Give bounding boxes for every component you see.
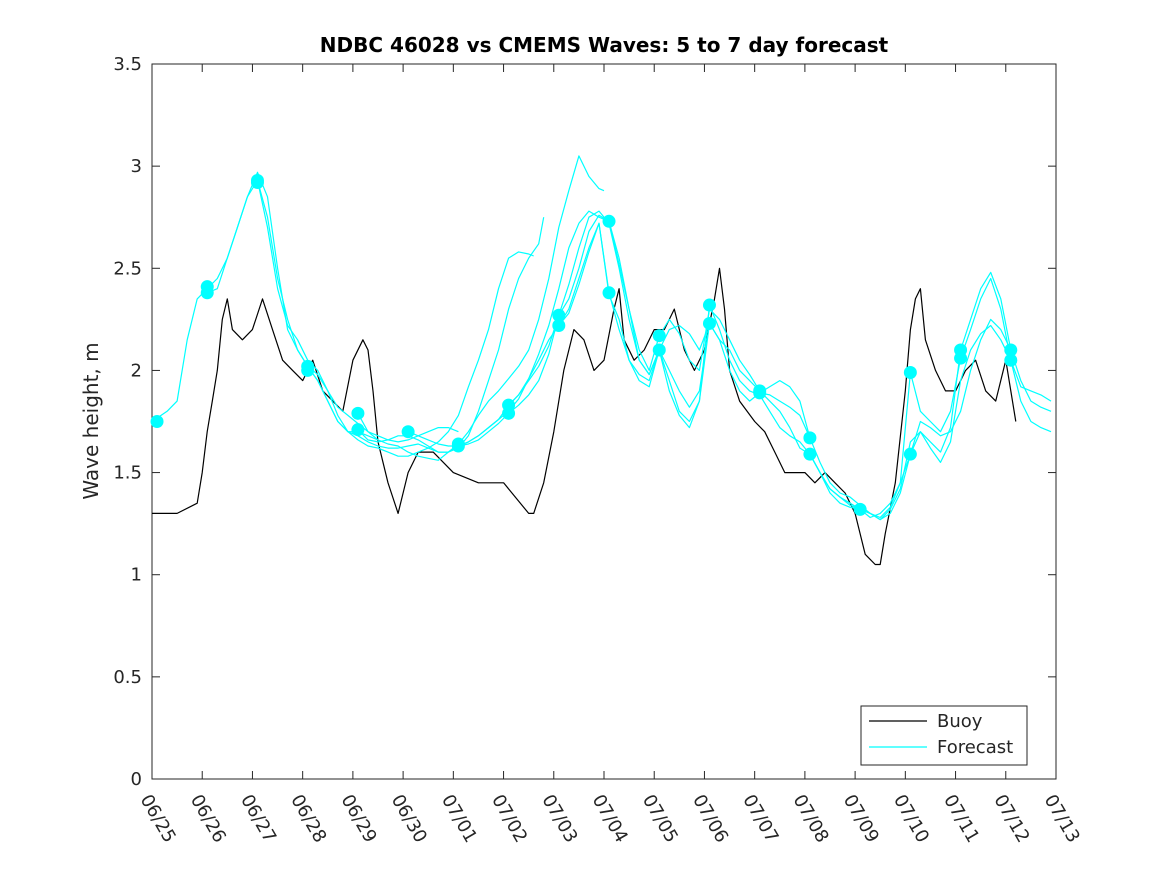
y-tick-label: 3.5 (113, 54, 142, 75)
x-tick-label: 07/12 (989, 791, 1033, 846)
x-tick-label: 07/07 (738, 791, 782, 846)
legend-forecast-label: Forecast (937, 737, 1013, 758)
forecast-marker (903, 447, 917, 461)
x-tick-label: 07/01 (437, 791, 481, 846)
x-tick-label: 07/05 (638, 791, 682, 846)
x-tick-label: 07/10 (889, 791, 933, 846)
x-tick-label: 06/28 (286, 791, 330, 846)
x-tick-label: 07/03 (537, 791, 581, 846)
y-tick-label: 2.5 (113, 258, 142, 279)
forecast-marker (954, 351, 968, 365)
forecast-marker (702, 298, 716, 312)
x-tick-label: 06/25 (136, 791, 180, 846)
legend-buoy-label: Buoy (937, 711, 983, 732)
forecast-marker (652, 343, 666, 357)
forecast-marker (552, 308, 566, 322)
forecast-marker (602, 286, 616, 300)
forecast-marker (351, 406, 365, 420)
forecast-marker (602, 214, 616, 228)
x-tick-label: 07/09 (839, 791, 883, 846)
forecast-marker (803, 431, 817, 445)
forecast-marker (903, 365, 917, 379)
x-tick-label: 06/27 (236, 791, 280, 846)
forecast-marker (853, 502, 867, 516)
x-tick-label: 07/02 (487, 791, 531, 846)
forecast-marker (451, 439, 465, 453)
x-tick-label: 06/26 (186, 791, 230, 846)
x-tick-label: 07/06 (688, 791, 732, 846)
y-tick-label: 1.5 (113, 463, 142, 484)
forecast-marker (150, 415, 164, 428)
forecast-marker (1004, 343, 1018, 357)
forecast-marker (652, 329, 666, 343)
chart-title: NDBC 46028 vs CMEMS Waves: 5 to 7 day fo… (320, 33, 889, 57)
forecast-marker (803, 447, 817, 461)
y-tick-label: 0 (131, 769, 142, 790)
forecast-marker (351, 423, 365, 437)
y-tick-label: 3 (131, 156, 142, 177)
forecast-marker (753, 386, 767, 400)
y-axis-label: Wave height, m (79, 342, 103, 499)
x-tick-label: 07/13 (1040, 791, 1084, 846)
x-tick-label: 07/11 (939, 791, 983, 846)
x-tick-label: 07/08 (789, 791, 833, 846)
forecast-marker (1004, 353, 1018, 367)
x-tick-label: 06/29 (337, 791, 381, 846)
forecast-marker (552, 318, 566, 332)
forecast-series-line (357, 155, 605, 461)
plot-area: 0 0.5 1 1.5 2 2.5 3 3.5 06/25 06/26 06/27 06/28 06/2… (113, 54, 1083, 846)
forecast-series-line (859, 324, 1052, 521)
forecast-series-line (206, 179, 459, 443)
forecast-marker (401, 425, 415, 439)
x-tick-label: 06/30 (387, 791, 431, 846)
forecast-series-line (256, 180, 545, 453)
y-tick-label: 1 (131, 565, 142, 586)
y-tick-label: 0.5 (113, 667, 142, 688)
forecast-marker (250, 175, 264, 189)
forecast-marker (200, 280, 214, 294)
forecast-marker (502, 406, 516, 420)
y-tick-label: 2 (131, 360, 142, 381)
forecast-marker (702, 316, 716, 330)
legend-box (860, 705, 1028, 766)
forecast-marker (301, 363, 315, 377)
x-tick-label: 07/04 (588, 791, 632, 846)
buoy-series-line (152, 267, 1017, 566)
forecast-series-line (307, 251, 534, 457)
